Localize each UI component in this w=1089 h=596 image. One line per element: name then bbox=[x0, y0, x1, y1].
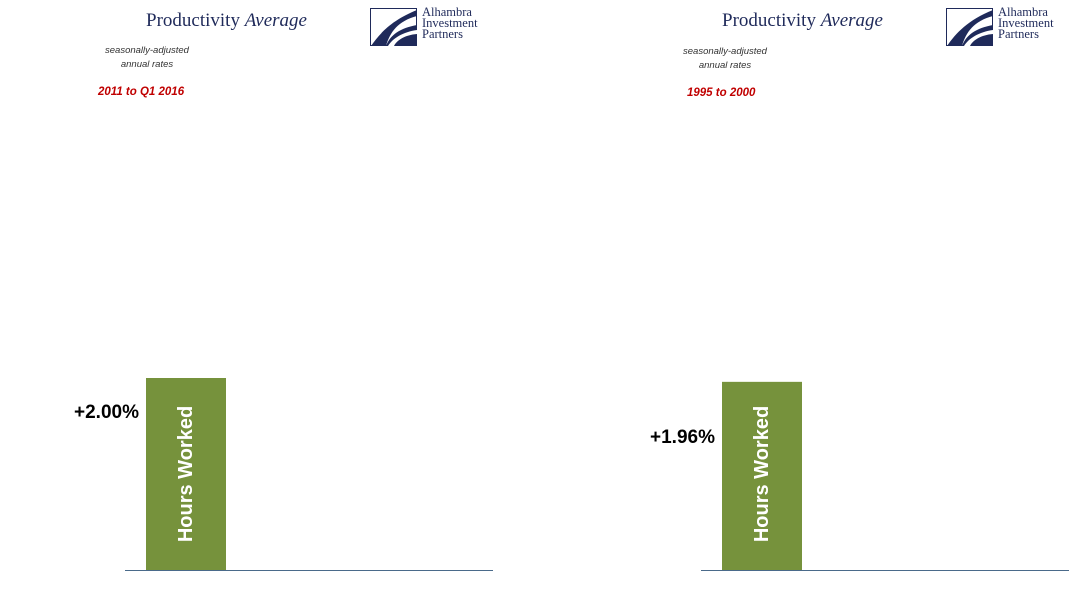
alhambra-logo-text: Alhambra Investment Partners bbox=[998, 5, 1054, 41]
subtitle-line-1: seasonally-adjusted bbox=[105, 45, 189, 56]
bar-hours-worked bbox=[146, 378, 226, 570]
period-label: 1995 to 2000 bbox=[687, 87, 756, 99]
chart-title-italic: Average bbox=[820, 10, 883, 31]
bar-category-label: Hours Worked bbox=[175, 406, 197, 542]
chart-title-italic: Average bbox=[244, 10, 307, 31]
bar-value-label: +2.00% bbox=[74, 402, 139, 423]
bar-chart-left: Hours Worked +2.00% bbox=[74, 378, 493, 571]
chart-title-main: Productivity bbox=[146, 10, 240, 31]
alhambra-logo: Alhambra Investment Partners bbox=[370, 5, 500, 48]
subtitle-line-1: seasonally-adjusted bbox=[683, 46, 767, 57]
logo-line-3: Partners bbox=[422, 27, 463, 41]
alhambra-logo-mark-icon bbox=[946, 8, 993, 46]
chart-panel-left: Productivity Average seasonally-adjusted… bbox=[74, 5, 500, 571]
chart-title: Productivity Average bbox=[722, 10, 883, 32]
logo-line-3: Partners bbox=[998, 27, 1039, 41]
alhambra-logo-mark-icon bbox=[370, 8, 417, 46]
chart-subtitle: seasonally-adjusted annual rates bbox=[670, 45, 780, 73]
logo-line-1: Alhambra bbox=[998, 5, 1048, 19]
chart-title: Productivity Average bbox=[146, 10, 307, 32]
alhambra-logo-text: Alhambra Investment Partners bbox=[422, 5, 478, 41]
subtitle-line-2: annual rates bbox=[698, 60, 752, 71]
subtitle-line-2: annual rates bbox=[120, 59, 174, 70]
logo-line-2: Investment bbox=[998, 16, 1054, 30]
chart-panel-right: Productivity Average seasonally-adjusted… bbox=[576, 0, 1089, 596]
chart-title-main: Productivity bbox=[722, 10, 816, 31]
bar-value-label: +1.96% bbox=[650, 427, 715, 448]
bar-hours-worked bbox=[722, 381, 802, 570]
bar-chart-right: Hours Worked +1.96% bbox=[650, 381, 1069, 571]
period-label: 2011 to Q1 2016 bbox=[98, 86, 185, 98]
logo-line-2: Investment bbox=[422, 16, 478, 30]
bar-category-label: Hours Worked bbox=[751, 406, 773, 542]
chart-subtitle: seasonally-adjusted annual rates bbox=[92, 44, 202, 72]
alhambra-logo: Alhambra Investment Partners bbox=[946, 5, 1076, 48]
logo-line-1: Alhambra bbox=[422, 5, 472, 19]
